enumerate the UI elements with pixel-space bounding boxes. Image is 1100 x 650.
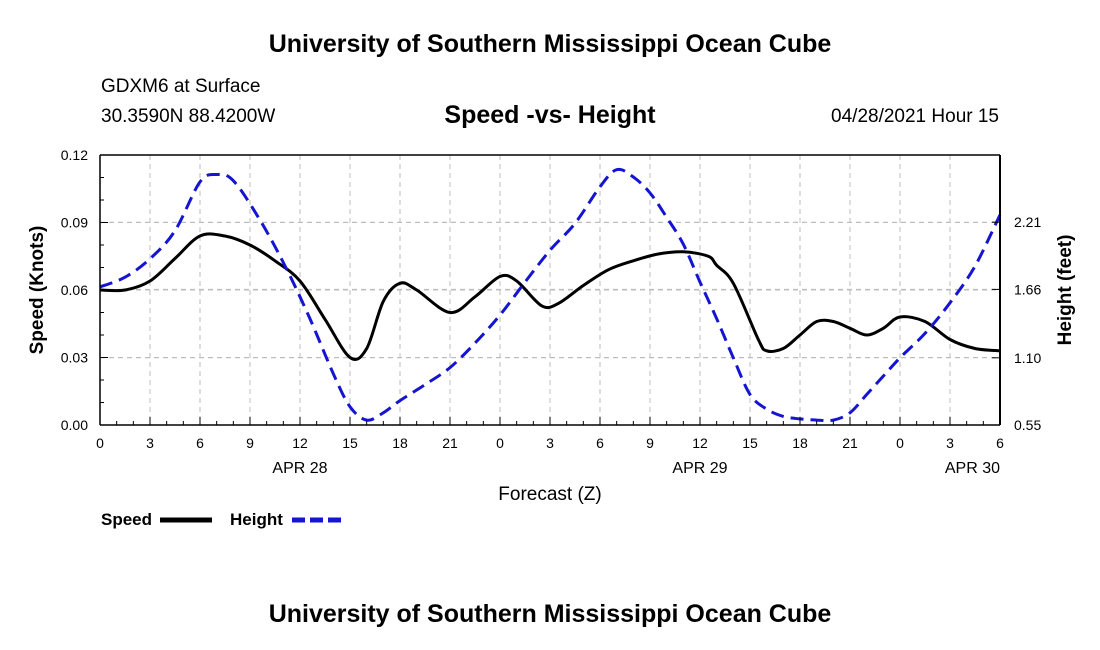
x-tick-label: 3: [946, 435, 954, 451]
top-title: University of Southern Mississippi Ocean…: [268, 30, 832, 58]
x-tick-label: 18: [792, 435, 808, 451]
x-tick-label: 3: [146, 435, 154, 451]
y-tick-label: 0.03: [61, 350, 88, 366]
series-speed-line: [99, 232, 1001, 361]
date-label: APR 28: [272, 460, 327, 477]
y2-tick-label: 1.10: [1014, 350, 1041, 366]
coordinates-label: 30.3590N 88.4200W: [101, 106, 276, 127]
y-tick-label: 0.12: [61, 147, 88, 163]
y2-tick-label: 1.66: [1014, 281, 1041, 297]
date-label: APR 29: [672, 460, 727, 477]
date-label: APR 30: [945, 460, 1000, 477]
x-tick-label: 18: [392, 435, 408, 451]
y2-axis-title: Height (feet): [1055, 235, 1076, 346]
x-tick-label: 6: [596, 435, 604, 451]
axis-labels: 0 3 6 9 12 15 18 21 0 3 6 9 12 15 18 21 0 3 6 APR 28 APR 29 A…: [27, 147, 1076, 505]
x-axis-title: Forecast (Z): [498, 484, 601, 505]
x-tick-label: 0: [96, 435, 104, 451]
x-tick-label: 6: [196, 435, 204, 451]
x-tick-label: 0: [496, 435, 504, 451]
x-tick-label: 9: [246, 435, 254, 451]
axes: [99, 154, 1001, 426]
legend-height-label: Height: [230, 510, 283, 529]
y-tick-label: 0.06: [61, 282, 88, 298]
y2-tick-label: 0.55: [1014, 417, 1041, 433]
y-axis-title: Speed (Knots): [27, 226, 48, 355]
x-tick-label: 12: [292, 435, 308, 451]
chart-title: Speed -vs- Height: [444, 101, 656, 129]
x-tick-label: 3: [546, 435, 554, 451]
station-label: GDXM6 at Surface: [101, 76, 261, 97]
x-tick-label: 12: [692, 435, 708, 451]
x-tick-label: 15: [342, 435, 358, 451]
legend: Speed Height: [101, 510, 342, 529]
x-tick-label: 0: [896, 435, 904, 451]
y2-tick-label: 2.21: [1014, 214, 1041, 230]
series-height-line: [99, 167, 1002, 423]
legend-speed-label: Speed: [101, 510, 152, 529]
x-tick-label: 15: [742, 435, 758, 451]
y-tick-label: 0.00: [61, 417, 88, 433]
x-tick-label: 21: [442, 435, 458, 451]
series-lines: [99, 167, 1002, 423]
x-tick-label: 6: [996, 435, 1004, 451]
forecast-datetime: 04/28/2021 Hour 15: [831, 106, 999, 127]
x-tick-label: 21: [842, 435, 858, 451]
bottom-title: University of Southern Mississippi Ocean…: [268, 600, 832, 628]
x-tick-label: 9: [646, 435, 654, 451]
y-tick-label: 0.09: [61, 215, 88, 231]
grid: [100, 155, 1000, 425]
